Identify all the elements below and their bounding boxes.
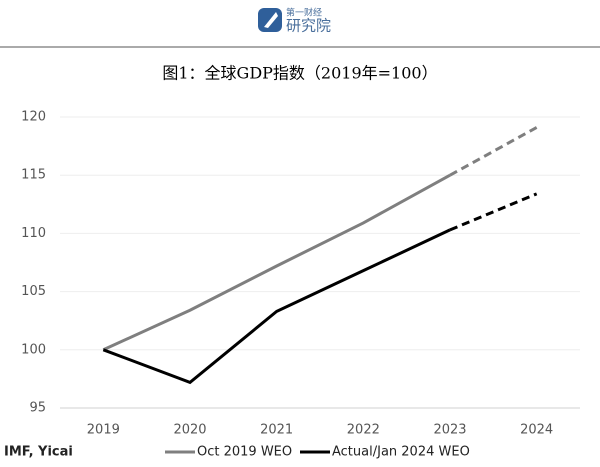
x-tick-label: 2021 xyxy=(260,423,293,438)
y-tick-label: 100 xyxy=(21,342,46,357)
y-tick-label: 95 xyxy=(29,401,46,416)
y-tick-label: 115 xyxy=(21,168,46,183)
logo: 第一财经 研究院 xyxy=(258,7,331,35)
legend-label: Actual/Jan 2024 WEO xyxy=(332,445,470,460)
brand: 研究院 xyxy=(286,17,331,35)
y-tick-label: 120 xyxy=(21,110,46,125)
series-line xyxy=(449,126,538,177)
source: IMF, Yicai xyxy=(4,445,73,460)
y-tick-label: 105 xyxy=(21,284,46,299)
x-tick-label: 2024 xyxy=(520,423,553,438)
x-tick-label: 2019 xyxy=(87,423,120,438)
series-line xyxy=(102,228,451,385)
x-tick-label: 2020 xyxy=(173,423,206,438)
series-line xyxy=(449,192,538,232)
x-tick-label: 2022 xyxy=(347,423,380,438)
legend-label: Oct 2019 WEO xyxy=(197,445,292,460)
x-tick-label: 2023 xyxy=(433,423,466,438)
brand-small: 第一财经 xyxy=(286,7,322,19)
y-tick-label: 110 xyxy=(21,226,46,241)
logo-mark xyxy=(264,12,278,28)
chart-title: 图1：全球GDP指数（2019年=100） xyxy=(162,64,437,83)
series-line xyxy=(102,173,451,352)
